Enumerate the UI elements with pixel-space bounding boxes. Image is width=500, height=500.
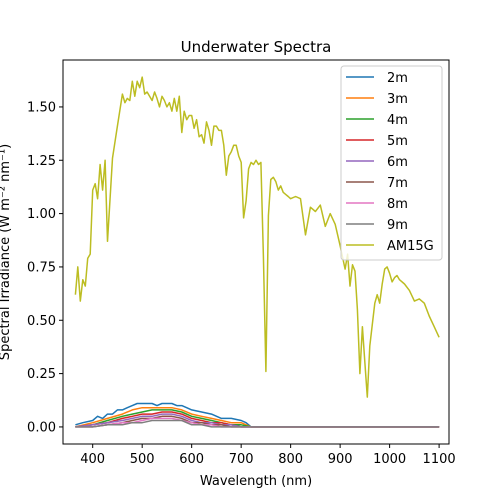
y-axis-label: Spectral Irradiance (W m⁻² nm⁻¹) — [0, 144, 13, 360]
x-tick-label: 500 — [130, 452, 155, 467]
x-axis-ticks: 400 500 600 700 800 900 1000 1100 — [80, 444, 456, 467]
x-axis-label: Wavelength (nm) — [200, 474, 312, 489]
plot-frame — [62, 59, 450, 445]
x-tick-label: 700 — [229, 452, 254, 467]
y-tick-label: 1.00 — [27, 207, 56, 222]
chart-title: Underwater Spectra — [181, 38, 332, 56]
legend-label-9m: 9m — [387, 218, 408, 233]
y-tick-label: 1.50 — [27, 100, 56, 115]
x-tick-label: 600 — [179, 452, 204, 467]
legend-label-4m: 4m — [387, 113, 408, 128]
y-tick-label: 1.25 — [27, 154, 56, 169]
y-tick-label: 0.50 — [27, 314, 56, 329]
legend-label-am15g: AM15G — [387, 239, 434, 254]
legend-label-7m: 7m — [387, 176, 408, 191]
y-tick-label: 0.75 — [27, 260, 56, 275]
y-tick-label: 0.00 — [27, 420, 56, 435]
y-axis-ticks: 0.00 0.25 0.50 0.75 1.00 1.25 1.50 — [27, 100, 63, 435]
x-tick-label: 1100 — [423, 452, 456, 467]
legend-label-5m: 5m — [387, 134, 408, 149]
series-line-6m — [75, 413, 440, 428]
legend-label-8m: 8m — [387, 197, 408, 212]
series-line-3m — [75, 406, 440, 428]
x-tick-label: 1000 — [373, 452, 406, 467]
series-line-2m — [75, 402, 440, 428]
legend-label-2m: 2m — [387, 71, 408, 86]
y-tick-label: 0.25 — [27, 367, 56, 382]
legend: 2m 3m 4m 5m 6m 7m 8m 9m AM15G — [340, 65, 443, 261]
legend-box — [340, 65, 443, 261]
series-layer — [74, 76, 440, 428]
legend-label-3m: 3m — [387, 92, 408, 107]
x-tick-label: 900 — [328, 452, 353, 467]
x-tick-label: 800 — [278, 452, 303, 467]
legend-label-6m: 6m — [387, 155, 408, 170]
series-line-am15g — [74, 76, 440, 398]
series-line-9m — [75, 419, 440, 428]
x-tick-label: 400 — [80, 452, 105, 467]
